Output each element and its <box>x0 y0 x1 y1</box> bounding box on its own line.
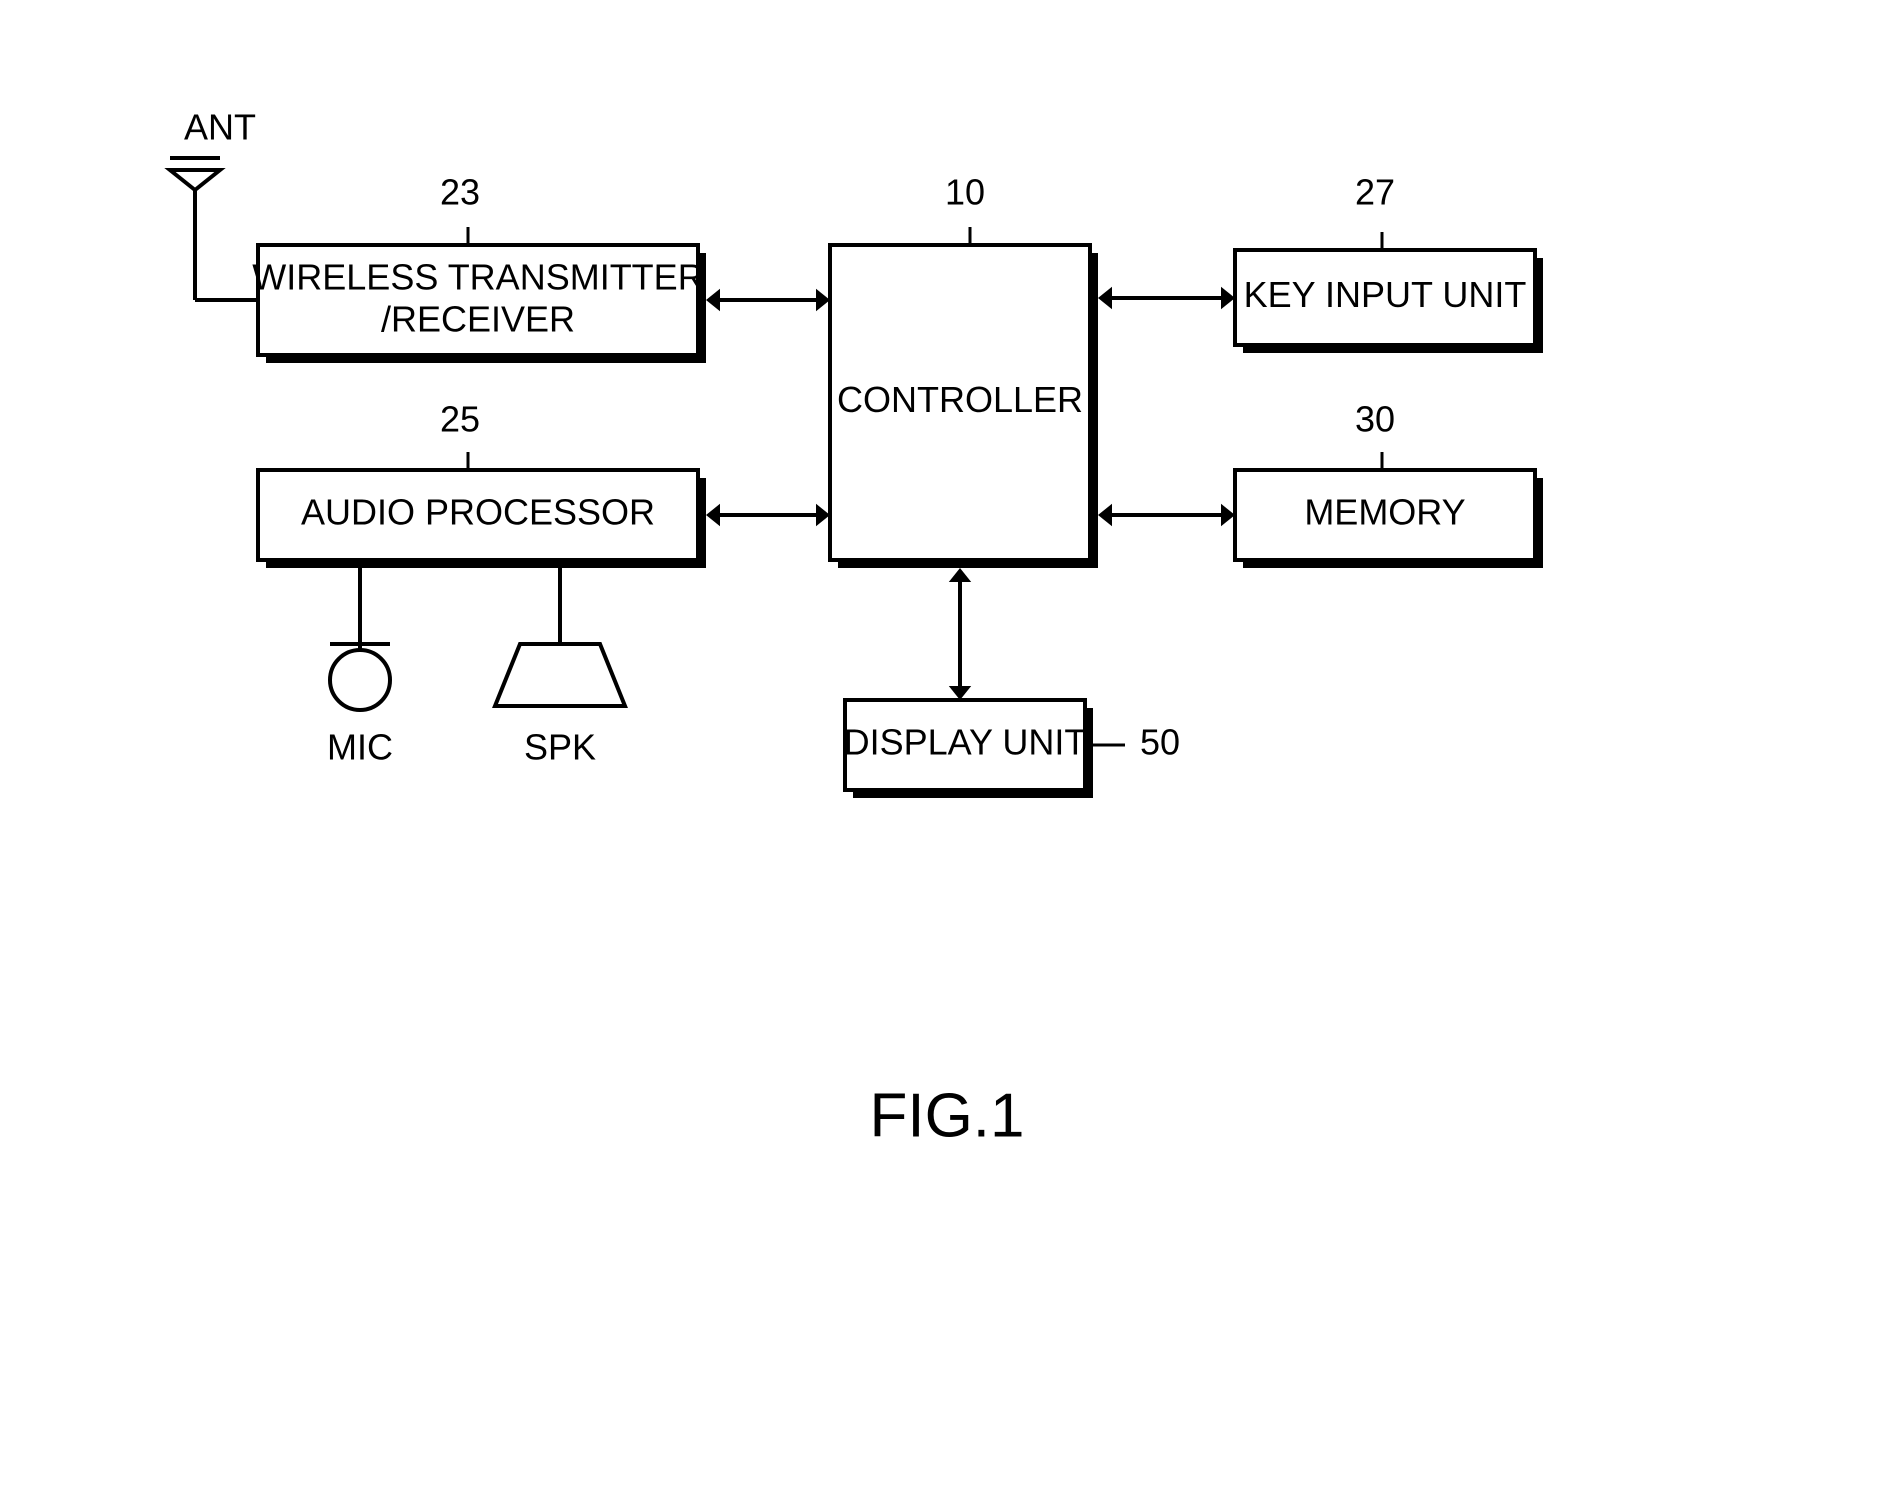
antenna-icon <box>170 170 220 190</box>
audio-label: AUDIO PROCESSOR <box>301 492 655 533</box>
figure-caption: FIG.1 <box>869 1081 1024 1150</box>
arrowhead <box>949 568 971 582</box>
keyinput-ref: 27 <box>1355 172 1395 213</box>
memory-ref: 30 <box>1355 399 1395 440</box>
mic-icon <box>330 650 390 710</box>
arrowhead <box>949 686 971 700</box>
arrowhead <box>816 289 830 311</box>
arrowhead <box>1098 287 1112 309</box>
arrowhead <box>1221 504 1235 526</box>
antenna-label: ANT <box>184 107 256 148</box>
memory-label: MEMORY <box>1304 492 1465 533</box>
keyinput-label: KEY INPUT UNIT <box>1244 274 1527 315</box>
display-ref: 50 <box>1140 722 1180 763</box>
arrowhead <box>1098 504 1112 526</box>
arrowhead <box>706 289 720 311</box>
arrowhead <box>1221 287 1235 309</box>
arrowhead <box>706 504 720 526</box>
arrowhead <box>816 504 830 526</box>
controller-label: CONTROLLER <box>837 379 1083 420</box>
transceiver-label-1: WIRELESS TRANSMITTER <box>252 257 703 298</box>
mic-label: MIC <box>327 727 393 768</box>
transceiver-label-2: /RECEIVER <box>381 299 575 340</box>
speaker-icon <box>495 644 625 706</box>
transceiver-ref: 23 <box>440 172 480 213</box>
display-label: DISPLAY UNIT <box>844 722 1087 763</box>
speaker-label: SPK <box>524 727 596 768</box>
audio-ref: 25 <box>440 399 480 440</box>
controller-ref: 10 <box>945 172 985 213</box>
